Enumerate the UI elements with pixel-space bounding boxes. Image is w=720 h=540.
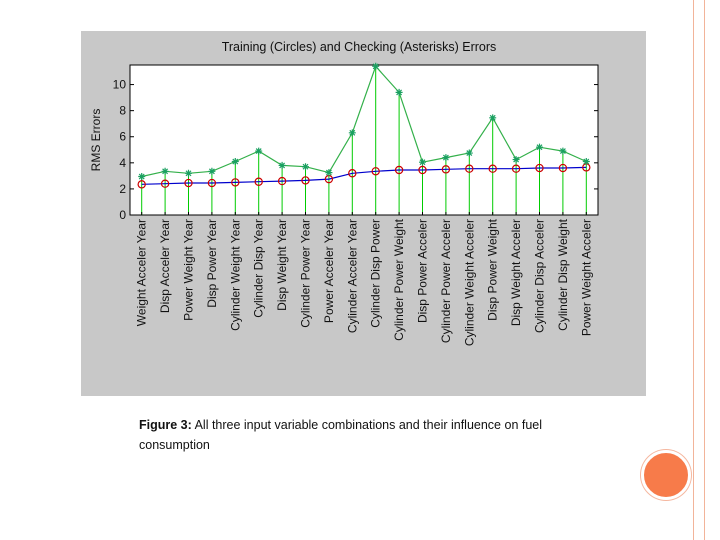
training-point — [371, 167, 380, 176]
training-point — [231, 178, 240, 187]
x-tick-label: Weight Acceler Year — [135, 219, 149, 326]
x-tick-label: Power Weight Year — [182, 219, 196, 321]
checking-point — [465, 149, 473, 157]
x-tick-label: Cylinder Disp Weight — [556, 218, 570, 330]
training-point — [535, 163, 544, 173]
training-point — [348, 169, 357, 178]
checking-point — [138, 173, 146, 181]
checking-point — [325, 169, 333, 177]
checking-point — [208, 167, 216, 175]
x-tick-label: Cylinder Power Year — [299, 219, 313, 328]
checking-point — [231, 158, 239, 166]
training-point — [511, 164, 521, 173]
checking-point — [348, 129, 356, 137]
training-point — [184, 178, 193, 188]
training-point — [301, 176, 310, 185]
caption-text: All three input variable combinations an… — [139, 418, 543, 452]
y-tick-label: 0 — [119, 208, 126, 222]
training-point — [160, 179, 170, 188]
training-point — [488, 164, 497, 173]
x-tick-label: Disp Weight Acceler — [509, 219, 523, 326]
decorative-circle — [641, 450, 691, 500]
y-tick-label: 6 — [119, 130, 126, 144]
x-tick-label: Disp Weight Year — [275, 219, 289, 311]
decorative-line-right — [704, 0, 705, 540]
rms-error-chart: Training (Circles) and Checking (Asteris… — [89, 40, 599, 346]
checking-point — [255, 147, 263, 155]
y-tick-label: 8 — [119, 104, 126, 118]
x-tick-label: Power Acceler Year — [322, 219, 336, 323]
checking-point — [559, 147, 567, 155]
training-point — [254, 177, 263, 186]
x-tick-label: Cylinder Weight Acceler — [462, 219, 476, 346]
checking-point — [278, 161, 286, 169]
x-tick-label: Disp Acceler Year — [158, 219, 172, 313]
x-tick-label: Cylinder Weight Year — [228, 219, 242, 331]
figure-panel: Training (Circles) and Checking (Asteris… — [81, 31, 646, 396]
training-point — [418, 165, 427, 175]
checking-point — [161, 167, 169, 175]
x-tick-label: Cylinder Power Acceler — [439, 219, 453, 343]
checking-point — [582, 158, 590, 166]
checking-point — [512, 156, 520, 164]
training-point — [394, 165, 404, 175]
checking-point — [419, 158, 426, 166]
checking-point — [489, 114, 497, 122]
checking-series-line — [141, 65, 587, 178]
plot-area — [129, 64, 599, 216]
training-point — [441, 165, 451, 174]
training-point — [558, 163, 568, 173]
y-tick-label: 4 — [119, 156, 126, 170]
x-tick-label: Cylinder Disp Acceler — [533, 219, 547, 333]
x-tick-label: Disp Power Year — [205, 219, 219, 308]
checking-point — [185, 169, 192, 177]
training-point — [137, 180, 146, 189]
x-tick-label: Disp Power Acceler — [416, 219, 430, 323]
checking-point — [372, 62, 380, 70]
x-tick-label: Disp Power Weight — [486, 218, 500, 320]
training-point — [465, 164, 474, 173]
chart-title: Training (Circles) and Checking (Asteris… — [222, 40, 497, 54]
x-tick-label: Cylinder Disp Year — [252, 219, 266, 318]
checking-point — [442, 154, 450, 162]
y-axis-label: RMS Errors — [89, 109, 103, 172]
checking-point — [536, 143, 543, 151]
x-tick-label: Cylinder Power Weight — [392, 218, 406, 340]
training-point — [207, 178, 217, 188]
y-tick-label: 10 — [113, 78, 127, 92]
training-point — [277, 176, 287, 186]
figure-caption: Figure 3: All three input variable combi… — [139, 415, 579, 455]
x-tick-label: Power Weight Acceler — [579, 219, 593, 336]
checking-point — [395, 88, 403, 96]
decorative-line-left — [693, 0, 694, 540]
checking-point — [302, 163, 309, 171]
y-tick-label: 2 — [119, 182, 126, 196]
x-tick-label: Cylinder Disp Power — [369, 219, 383, 328]
caption-label: Figure 3: — [139, 418, 192, 432]
x-tick-label: Cylinder Acceler Year — [345, 219, 359, 333]
